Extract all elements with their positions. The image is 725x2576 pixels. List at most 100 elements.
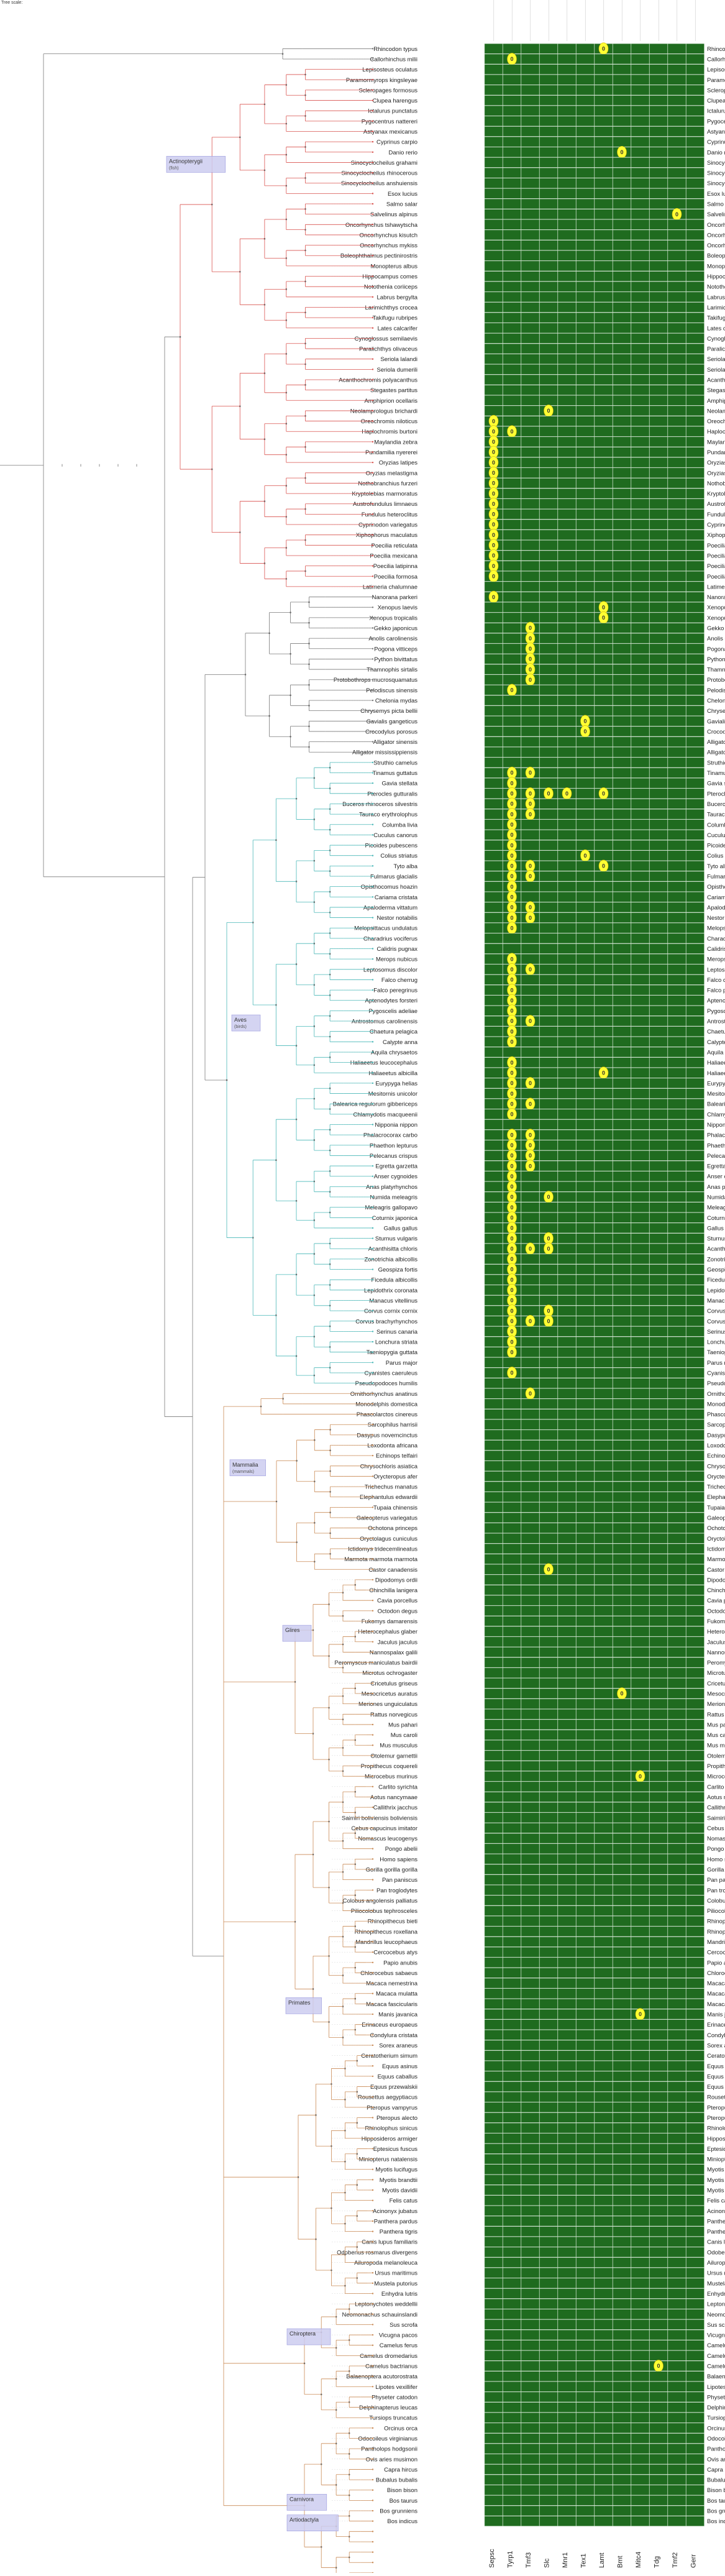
matrix-cell <box>577 2247 595 2257</box>
matrix-cell <box>631 468 649 478</box>
matrix-cell <box>668 1203 686 1212</box>
species-label-right: Sus scro <box>707 2322 725 2329</box>
matrix-cell <box>631 1844 649 1854</box>
species-name: Alligator mississippiensis <box>352 749 417 756</box>
matrix-cell <box>540 1347 558 1357</box>
matrix-cell <box>503 1823 521 1833</box>
matrix-cell <box>668 799 686 809</box>
matrix-cell <box>668 1885 686 1895</box>
matrix-cell <box>503 1419 521 1429</box>
matrix-cell <box>686 2092 704 2102</box>
absent-marker-label: 0 <box>510 966 513 973</box>
species-name: Bubalus bubalis <box>376 2477 417 2484</box>
matrix-cell <box>686 65 704 75</box>
matrix-cell <box>595 582 613 592</box>
matrix-cell <box>485 209 503 219</box>
tip-node <box>372 99 373 101</box>
matrix-cell <box>650 1823 668 1833</box>
matrix-cell <box>540 1368 558 1378</box>
matrix-cell <box>577 137 595 147</box>
matrix-cell <box>686 2051 704 2061</box>
matrix-cell <box>631 551 649 561</box>
matrix-cell <box>595 1875 613 1885</box>
matrix-cell <box>631 809 649 819</box>
matrix-cell <box>485 1203 503 1212</box>
matrix-cell <box>650 2413 668 2422</box>
matrix-cell <box>686 2319 704 2329</box>
matrix-cell <box>631 137 649 147</box>
matrix-cell <box>668 944 686 954</box>
matrix-cell <box>595 1575 613 1585</box>
matrix-cell <box>540 2319 558 2329</box>
absent-marker-label: 0 <box>492 490 495 497</box>
matrix-cell <box>686 1058 704 1068</box>
matrix-cell <box>577 1895 595 1905</box>
matrix-cell <box>577 1058 595 1068</box>
matrix-cell <box>503 2123 521 2133</box>
matrix-cell <box>577 96 595 106</box>
matrix-cell <box>668 2258 686 2268</box>
matrix-cell <box>558 1616 576 1626</box>
matrix-cell <box>613 2319 631 2329</box>
matrix-cell <box>503 644 521 654</box>
tip-node <box>372 2024 373 2025</box>
species-label-right: Ochotona prin <box>707 1525 725 1532</box>
species-label-right: Lipotes vexi <box>707 2384 725 2391</box>
species-name: Esox lucius <box>388 191 417 198</box>
matrix-cell <box>521 2071 539 2081</box>
matrix-cell <box>686 1089 704 1099</box>
matrix-cell <box>540 592 558 602</box>
matrix-cell <box>613 2299 631 2309</box>
species-label-right: Astyanax mexi <box>707 129 725 135</box>
species-name: Paramormyrops kingsleyae <box>346 77 417 84</box>
matrix-cell <box>558 768 576 778</box>
species-label-right: Fukomys dama <box>707 1618 725 1625</box>
matrix-cell <box>485 1078 503 1088</box>
matrix-cell <box>485 1244 503 1254</box>
matrix-cell <box>650 1668 668 1678</box>
species-name: Poecilia latipinna <box>373 563 418 570</box>
matrix-cell <box>558 2071 576 2081</box>
matrix-cell <box>558 1244 576 1254</box>
tip-node <box>372 596 373 597</box>
matrix-cell <box>485 85 503 95</box>
matrix-cell <box>668 871 686 881</box>
matrix-cell <box>668 2278 686 2288</box>
matrix-cell <box>668 1223 686 1233</box>
tip-node <box>372 1061 373 1063</box>
matrix-cell <box>613 2237 631 2247</box>
species-label-right: Poecilia form <box>707 574 725 580</box>
matrix-cell <box>650 2495 668 2505</box>
matrix-cell <box>686 2268 704 2278</box>
absent-marker-label: 0 <box>547 1235 550 1242</box>
matrix-cell <box>595 282 613 291</box>
matrix-cell <box>595 1709 613 1719</box>
matrix-cell <box>650 261 668 271</box>
matrix-cell <box>613 250 631 260</box>
matrix-cell <box>686 1616 704 1626</box>
matrix-cell <box>650 1947 668 1957</box>
matrix-cell <box>485 1533 503 1543</box>
matrix-cell <box>613 313 631 323</box>
species-label-right: Paralichthys oliv <box>707 346 725 353</box>
matrix-cell <box>521 954 539 964</box>
matrix-cell <box>521 1089 539 1099</box>
matrix-cell <box>595 168 613 178</box>
matrix-cell <box>558 1212 576 1222</box>
species-label-right: Meriones ungu <box>707 1701 725 1708</box>
matrix-cell <box>613 1368 631 1378</box>
species-name: Oryzias latipes <box>379 460 418 467</box>
matrix-cell <box>613 1813 631 1823</box>
matrix-cell <box>668 1337 686 1347</box>
matrix-cell <box>540 2082 558 2092</box>
matrix-cell <box>631 354 649 364</box>
matrix-cell <box>631 954 649 964</box>
matrix-cell <box>503 2040 521 2050</box>
species-label-right: Pygoscelis adel <box>707 1008 725 1015</box>
species-name: Oryctolagus cuniculus <box>360 1536 417 1542</box>
tip-node <box>372 1527 373 1528</box>
matrix-cell <box>668 768 686 778</box>
matrix-cell <box>485 1513 503 1523</box>
species-name: Salmo salar <box>386 201 417 208</box>
matrix-cell <box>521 333 539 343</box>
